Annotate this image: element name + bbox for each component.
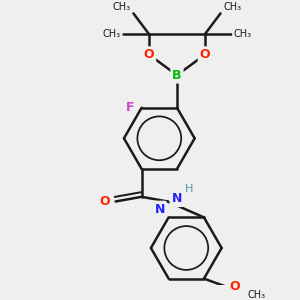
Text: O: O [144,48,154,61]
Text: CH₃: CH₃ [102,29,120,39]
Text: F: F [126,101,134,114]
Text: CH₃: CH₃ [234,29,252,39]
Text: CH₃: CH₃ [248,290,266,300]
Text: CH₃: CH₃ [223,2,242,13]
Text: CH₃: CH₃ [112,2,131,13]
Text: H: H [184,184,193,194]
Text: N: N [154,202,165,215]
Text: B: B [172,69,182,82]
Text: O: O [99,195,110,208]
Text: O: O [229,280,240,292]
Text: O: O [200,48,210,61]
Text: N: N [171,192,182,205]
